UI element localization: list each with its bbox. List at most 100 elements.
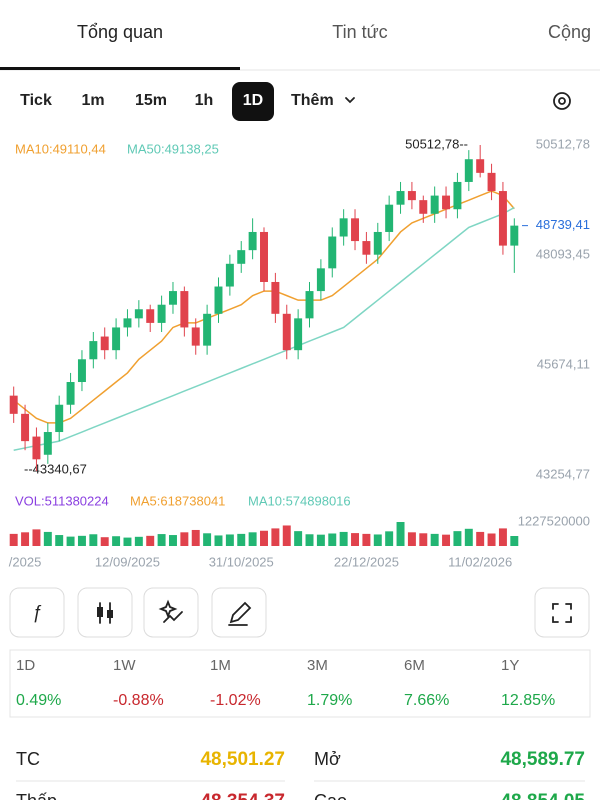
candle-body bbox=[362, 241, 371, 255]
toolbar: ƒ bbox=[9, 587, 590, 638]
volume-bar bbox=[282, 525, 291, 546]
candle-body bbox=[396, 191, 405, 205]
volume-bar bbox=[9, 533, 18, 546]
candle-body bbox=[339, 218, 348, 237]
interval[interactable]: 1h bbox=[195, 92, 214, 109]
volume-bar bbox=[100, 537, 109, 546]
volume-bar bbox=[237, 533, 246, 546]
last-price-label: 48739,41 bbox=[536, 217, 590, 232]
volume-bar bbox=[407, 532, 416, 546]
tab[interactable]: Tin tức bbox=[332, 22, 387, 42]
candle-body bbox=[305, 291, 314, 319]
interval[interactable]: Tick bbox=[20, 92, 52, 109]
volume-bar bbox=[464, 528, 473, 546]
candle-body bbox=[21, 413, 30, 442]
candle-body bbox=[385, 204, 394, 232]
candle-body bbox=[100, 336, 109, 351]
volume-bar bbox=[419, 533, 428, 546]
volume-bar bbox=[362, 533, 371, 546]
x-tick-label: /2025 bbox=[9, 554, 42, 569]
x-tick-label: 22/12/2025 bbox=[334, 554, 399, 569]
candle-body bbox=[180, 291, 189, 328]
quote-label: Thấp bbox=[16, 791, 57, 800]
y-tick-label: 43254,77 bbox=[536, 466, 590, 481]
interval[interactable]: 1m bbox=[81, 92, 104, 109]
interval-more[interactable]: Thêm bbox=[291, 92, 334, 109]
volume-bar bbox=[21, 532, 30, 546]
candle-body bbox=[294, 318, 303, 351]
volume-bar bbox=[55, 535, 64, 546]
indicator-label: MA50:49138,25 bbox=[127, 141, 219, 156]
volume-bar bbox=[66, 536, 75, 546]
ai-button[interactable] bbox=[143, 587, 199, 638]
interval[interactable]: 15m bbox=[135, 92, 167, 109]
x-tick-label: 12/09/2025 bbox=[95, 554, 160, 569]
quote-value: 48,589.77 bbox=[500, 749, 585, 770]
period-change: 7.66% bbox=[404, 692, 449, 709]
tab[interactable]: Cộng bbox=[548, 22, 591, 42]
volume-bar bbox=[498, 528, 507, 546]
interval[interactable]: 1D bbox=[243, 92, 263, 109]
candle-body bbox=[271, 281, 280, 314]
period-change: -1.02% bbox=[210, 692, 261, 709]
y-tick-label: 50512,78 bbox=[536, 136, 590, 151]
volume-bar bbox=[112, 536, 121, 546]
draw-button[interactable] bbox=[211, 587, 267, 638]
candle-body bbox=[442, 195, 451, 210]
settings-icon[interactable] bbox=[553, 92, 571, 110]
candle-body bbox=[407, 191, 416, 201]
tab-indicator bbox=[0, 67, 240, 70]
volume-bar bbox=[134, 536, 143, 546]
volume-bar bbox=[271, 528, 280, 546]
volume-bar bbox=[294, 531, 303, 546]
candle-body bbox=[66, 382, 75, 405]
volume-bar bbox=[339, 531, 348, 546]
volume-bar bbox=[385, 531, 394, 546]
candle-body bbox=[419, 200, 428, 214]
period-change: 0.49% bbox=[16, 692, 61, 709]
quote-label: TC bbox=[16, 749, 40, 769]
candle-body bbox=[430, 195, 439, 214]
volume-bar bbox=[43, 531, 52, 546]
volume-bar bbox=[89, 534, 98, 546]
candle-body bbox=[316, 268, 325, 292]
formula-button[interactable] bbox=[9, 587, 65, 638]
x-tick-label: 31/10/2025 bbox=[209, 554, 274, 569]
volume-legend: VOL:511380224 bbox=[15, 493, 109, 508]
volume-bar bbox=[157, 534, 166, 546]
candle-body bbox=[214, 286, 223, 314]
candle-body bbox=[157, 304, 166, 323]
volume-bar bbox=[442, 534, 451, 546]
candle-body bbox=[123, 318, 132, 328]
volume-bar bbox=[351, 533, 360, 546]
quote-label: Cao bbox=[314, 791, 347, 800]
quote-value: 48,854.05 bbox=[500, 791, 585, 800]
candle-body bbox=[89, 341, 98, 360]
candle-body bbox=[112, 327, 121, 351]
y-tick-label: 45674,11 bbox=[537, 356, 590, 371]
volume-bar bbox=[146, 535, 155, 546]
candle-body bbox=[225, 263, 234, 287]
x-tick-label: 11/02/2026 bbox=[448, 554, 512, 569]
performance: 1D 0.49% 1W -0.88% 1M -1.02% 3M 1.79% 6M 7.66% 1Y 1… bbox=[16, 657, 555, 709]
icon bbox=[228, 601, 252, 626]
icon: ƒ bbox=[32, 602, 42, 622]
candle-body bbox=[476, 159, 485, 173]
volume-bar bbox=[203, 533, 212, 546]
volume-bar bbox=[123, 537, 132, 546]
indicator-label: MA10:49110,44 bbox=[15, 141, 106, 156]
volume-bar bbox=[248, 532, 257, 546]
ma-line bbox=[13, 190, 515, 424]
candle-button[interactable] bbox=[77, 587, 133, 638]
fullscreen-button[interactable] bbox=[534, 587, 590, 638]
volume-legend: MA10:574898016 bbox=[248, 493, 351, 508]
candle-body bbox=[134, 309, 143, 319]
candle-body bbox=[43, 432, 52, 455]
tab[interactable]: Tổng quan bbox=[77, 22, 163, 42]
volume-bar bbox=[453, 531, 462, 546]
candle-body bbox=[328, 236, 337, 269]
candle-body bbox=[373, 231, 382, 255]
quote-value: 48,354.37 bbox=[200, 791, 285, 800]
y-tick-label: 48093,45 bbox=[536, 246, 590, 261]
